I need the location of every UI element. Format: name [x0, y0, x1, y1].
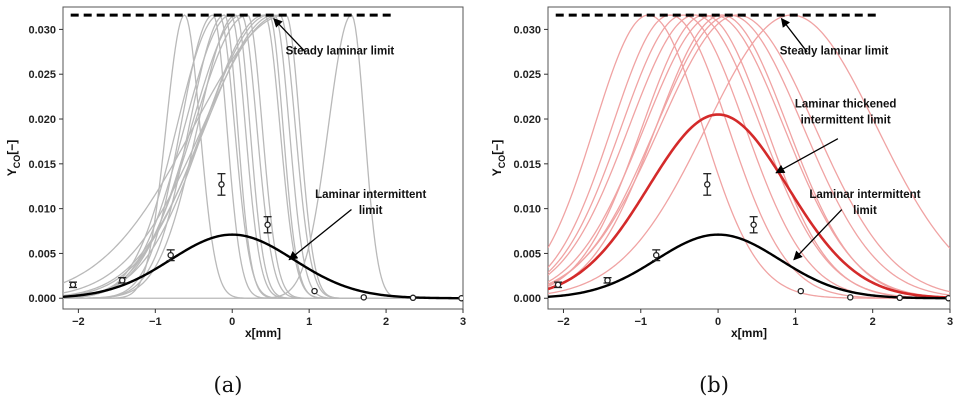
annotation-arrow	[780, 17, 808, 53]
x-axis-label: x[mm]	[731, 326, 767, 340]
y-tick-label: 0.000	[28, 293, 56, 305]
caption-b: (b)	[699, 373, 729, 397]
data-point	[69, 281, 77, 289]
flamelet-curve	[63, 14, 463, 299]
plot-area	[63, 13, 463, 302]
flamelet-curve	[548, 14, 950, 296]
x-tick-label: −2	[557, 316, 570, 328]
data-point	[311, 287, 318, 295]
annotation-text: limit	[853, 205, 877, 217]
plot-frame	[547, 6, 951, 310]
x-tick-label: 1	[306, 316, 312, 328]
data-point	[797, 287, 805, 295]
intermittent-limit-curve	[63, 233, 463, 300]
data-point	[458, 294, 463, 302]
flamelet-curve	[548, 14, 950, 293]
y-tick-label: 0.010	[28, 204, 56, 216]
x-tick-label: 0	[229, 316, 235, 328]
data-point	[360, 294, 368, 301]
data-point	[945, 294, 950, 302]
y-tick-label: 0.030	[513, 24, 541, 36]
annotation-text: Laminar intermittent	[315, 189, 426, 201]
data-point	[118, 277, 126, 284]
y-tick-label: 0.025	[513, 69, 541, 81]
y-tick-label: 0.015	[28, 159, 56, 171]
flamelet-curve	[548, 14, 950, 299]
annotation-text: Steady laminar limit	[286, 45, 395, 57]
intermittent-limit-curve	[548, 233, 950, 300]
flamelet-curve	[548, 14, 950, 299]
data-point	[554, 281, 562, 289]
chart-panel-b: −2 −1 0 1 2 3 0.000 0.005 0.010 0.015 0.020 0.025 0.…	[490, 6, 953, 340]
annotation-text: Steady laminar limit	[780, 45, 889, 57]
data-point	[652, 251, 660, 259]
y-tick-label: 0.015	[513, 159, 541, 171]
annotation-text: limit	[359, 205, 383, 217]
x-tick-label: −1	[634, 316, 647, 328]
y-tick-label: 0.030	[28, 24, 56, 36]
x-axis-label: x[mm]	[245, 326, 281, 340]
x-tick-label: 3	[460, 316, 466, 328]
data-point	[264, 221, 271, 229]
data-point	[167, 251, 174, 259]
annotation-arrow	[288, 209, 352, 261]
x-tick-label: 1	[792, 316, 798, 328]
data-point	[218, 181, 225, 188]
y-tick-label: 0.025	[28, 69, 56, 81]
x-tick-label: −1	[149, 316, 162, 328]
data-point	[896, 294, 904, 302]
y-tick-label: 0.020	[28, 114, 56, 126]
annotation-text: intermittent limit	[801, 114, 891, 126]
y-tick-label: 0.005	[28, 248, 56, 260]
caption-a: (a)	[214, 373, 243, 397]
x-tick-label: 2	[383, 316, 389, 328]
x-tick-label: 2	[870, 316, 876, 328]
plot-area	[548, 13, 950, 302]
annotation-arrow	[793, 209, 843, 261]
annotation-arrow	[775, 138, 839, 174]
x-tick-label: −2	[72, 316, 85, 328]
y-axis-label: YCO[−]	[490, 140, 507, 177]
thickened-limit-curve	[548, 113, 950, 299]
data-point	[704, 181, 711, 188]
data-point	[409, 294, 417, 302]
x-tick-label: 3	[947, 316, 953, 328]
y-tick-label: 0.000	[513, 293, 541, 305]
flamelet-curve	[548, 14, 950, 299]
y-tick-label: 0.020	[513, 114, 541, 126]
flamelet-curve	[548, 14, 950, 295]
chart-panel-a: −2 −1 0 1 2 3 0.000 0.005 0.010 0.015 0.020 0.025 0.…	[5, 6, 466, 340]
data-point	[750, 221, 757, 229]
y-tick-label: 0.010	[513, 204, 541, 216]
y-axis-label: YCO[−]	[5, 140, 22, 177]
y-tick-label: 0.005	[513, 248, 541, 260]
x-tick-label: 0	[715, 316, 721, 328]
annotation-text: Laminar thickened	[795, 98, 897, 110]
annotation-arrow	[273, 17, 306, 53]
data-point	[604, 277, 611, 284]
data-point	[847, 294, 854, 301]
annotation-text: Laminar intermittent	[809, 189, 920, 201]
